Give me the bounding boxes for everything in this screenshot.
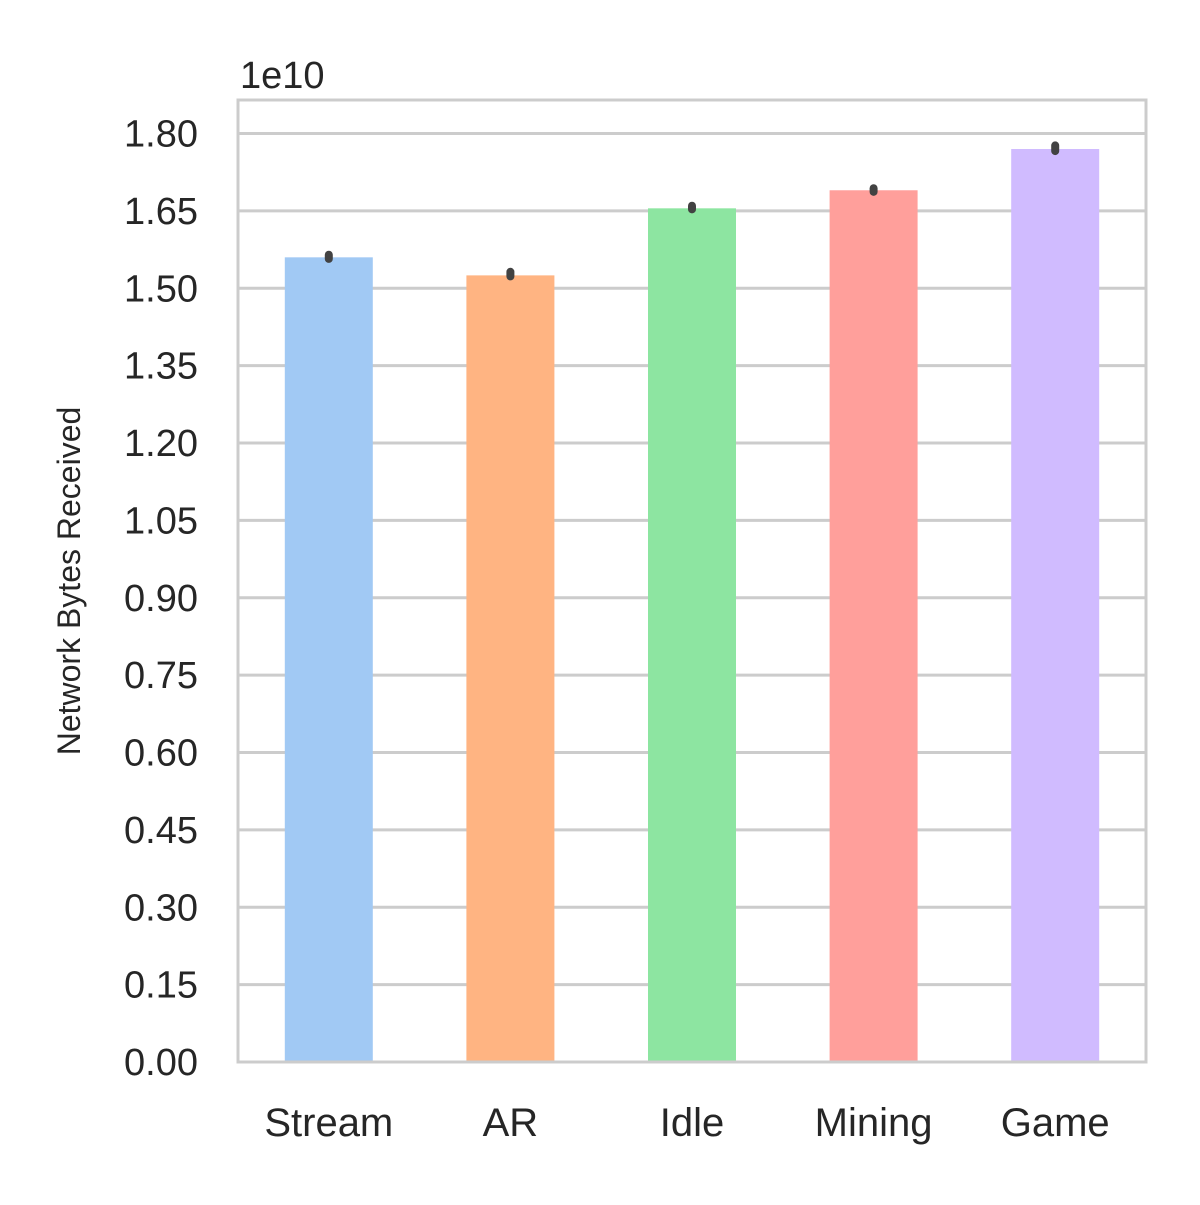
y-tick-label: 1.80 <box>124 114 198 156</box>
y-tick-labels: 0.00 0.15 0.30 0.45 0.60 0.75 0.90 1.05 1.20 1.35… <box>124 114 198 1084</box>
bar-ar <box>466 275 555 1062</box>
x-tick-label: Game <box>1001 1101 1110 1145</box>
x-tick-label: Mining <box>815 1101 933 1145</box>
bar-stream <box>284 257 373 1062</box>
bar-idle <box>648 208 736 1062</box>
bars <box>284 149 1100 1063</box>
error-bars <box>324 141 1060 281</box>
y-tick-label: 0.00 <box>124 1042 198 1084</box>
x-tick-label: Stream <box>264 1101 393 1145</box>
y-offset-label: 1e10 <box>240 55 325 97</box>
x-tick-label: Idle <box>660 1101 725 1145</box>
y-tick-label: 1.50 <box>124 268 198 310</box>
y-tick-label: 1.05 <box>124 500 198 542</box>
y-tick-label: 1.20 <box>124 423 198 465</box>
y-axis-label: Network Bytes Received <box>51 407 87 756</box>
y-tick-label: 1.35 <box>124 346 198 388</box>
bar-game <box>1011 149 1100 1062</box>
y-tick-label: 0.15 <box>124 965 198 1007</box>
y-tick-label: 0.60 <box>124 733 198 775</box>
y-tick-label: 0.45 <box>124 810 198 852</box>
plot-frame <box>236 98 1148 1064</box>
y-tick-label: 0.90 <box>124 578 198 620</box>
y-tick-label: 0.75 <box>124 655 198 697</box>
bar-mining <box>829 190 918 1063</box>
y-tick-label: 1.65 <box>124 191 198 233</box>
x-tick-label: AR <box>483 1101 539 1145</box>
x-tick-labels: Stream AR Idle Mining Game <box>264 1101 1109 1145</box>
y-tick-label: 0.30 <box>124 887 198 929</box>
